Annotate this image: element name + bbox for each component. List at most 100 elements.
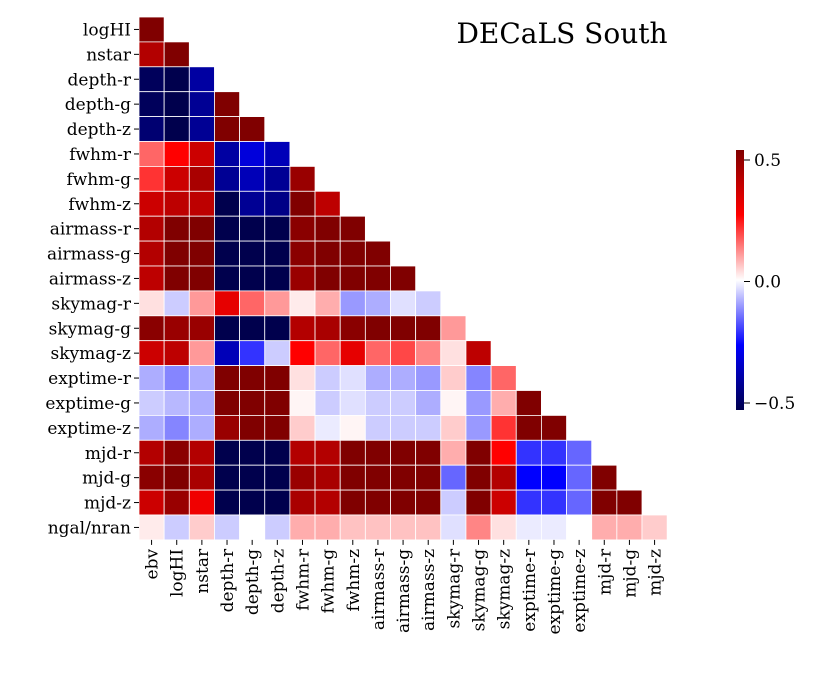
heatmap-cell-mjd-z-airmass-g [390,489,417,516]
heatmap-cell-mjd-r-nstar [188,439,215,466]
heatmap-cell-exptime-g-depth-g [239,390,266,416]
heatmap-cell-ngal/nran-fwhm-r [289,514,316,541]
heatmap-cell-exptime-r-depth-z [264,365,291,391]
heatmap-cell-airmass-r-fwhm-g [314,215,341,242]
heatmap-cell-ngal/nran-fwhm-g [314,514,341,541]
heatmap-cell-mjd-g-airmass-r [364,464,391,491]
heatmap-cell-exptime-r-airmass-g [390,365,417,391]
heatmap-cell-fwhm-z-fwhm-g [314,190,341,217]
heatmap-cell-ngal/nran-airmass-g [390,514,417,541]
heatmap-cell-skymag-g-airmass-z [415,315,442,342]
heatmap-cell-mjd-g-mjd-r [591,464,618,491]
heatmap-cell-mjd-g-airmass-g [390,464,417,491]
heatmap-cell-fwhm-g-depth-r [214,165,240,192]
heatmap-cell-mjd-z-skymag-g [465,489,492,516]
heatmap-cell-mjd-r-ebv [138,439,165,466]
heatmap-cell-fwhm-r-nstar [188,141,215,167]
heatmap-cell-depth-r-logHI [163,66,190,93]
heatmap-cell-skymag-r-airmass-r [364,290,391,317]
heatmap-cell-exptime-r-airmass-r [364,365,391,391]
heatmap-cell-depth-g-nstar [188,91,215,117]
colorbar-gradient [736,150,744,410]
heatmap-cell-airmass-g-fwhm-g [314,240,341,267]
y-tick-label: depth-z [67,120,131,140]
heatmap-cell-exptime-g-airmass-g [390,390,417,416]
heatmap-cell-airmass-z-depth-z [264,265,291,292]
heatmap-cell-exptime-r-skymag-z [490,365,517,391]
x-tick-label: fwhm-g [319,549,339,614]
y-tick-label: skymag-z [51,344,132,364]
heatmap-cell-ngal/nran-mjd-r [591,514,618,541]
y-tick-label: exptime-z [47,419,131,439]
heatmap-cell-skymag-g-depth-r [214,315,240,342]
colorbar: 0.5 0.0 −0.5 [736,150,795,414]
heatmap-cell-skymag-z-depth-g [239,340,266,367]
heatmap-cell-mjd-r-depth-g [239,439,266,466]
heatmap-cell-exptime-g-airmass-z [415,390,442,416]
y-tick-label: depth-g [65,95,131,115]
y-tick-label: exptime-r [48,369,132,389]
y-tick-label: mjd-z [84,494,131,514]
x-tick-label: nstar [193,548,213,594]
heatmap-cell-mjd-g-skymag-z [490,464,517,491]
heatmap-cell-mjd-g-exptime-r [515,464,542,491]
heatmap-cell-depth-r-nstar [188,66,215,93]
heatmap-cell-airmass-z-airmass-r [364,265,391,292]
heatmap-cell-skymag-z-fwhm-z [339,340,366,367]
heatmap-cell-exptime-r-ebv [138,365,165,391]
heatmap-cell-mjd-r-exptime-z [566,439,593,466]
heatmap-cell-mjd-r-airmass-z [415,439,442,466]
heatmap-cell-mjd-r-airmass-r [364,439,391,466]
y-axis-labels: logHI nstar depth-r depth-g depth-z fwhm-r fwh… [45,20,139,538]
y-tick-label: fwhm-z [68,195,131,215]
heatmap-cell-mjd-g-depth-r [214,464,240,491]
heatmap-cell-mjd-z-ebv [138,489,165,516]
heatmap-cell-exptime-r-fwhm-g [314,365,341,391]
heatmap-cell-ngal/nran-exptime-r [515,514,542,541]
heatmap-cell-mjd-g-skymag-g [465,464,492,491]
heatmap-cell-exptime-g-nstar [188,390,215,416]
heatmap-cell-fwhm-z-logHI [163,190,190,217]
x-tick-label: airmass-z [419,549,439,631]
heatmap-cell-exptime-r-depth-g [239,365,266,391]
heatmap-cell-fwhm-z-depth-g [239,190,266,217]
heatmap-cell-mjd-g-fwhm-z [339,464,366,491]
heatmap-cell-skymag-g-depth-g [239,315,266,342]
x-tick-label: mjd-r [595,548,615,595]
heatmap-cell-exptime-z-skymag-r [440,414,467,441]
heatmap-cell-depth-z-ebv [138,116,165,142]
heatmap-cell-airmass-g-fwhm-z [339,240,366,267]
heatmap-cell-airmass-g-depth-r [214,240,240,267]
chart-title: DECaLS South [456,17,667,50]
x-tick-label: fwhm-r [293,548,313,611]
heatmap-cell-depth-z-nstar [188,116,215,142]
heatmap-cell-exptime-r-skymag-g [465,365,492,391]
heatmap-cell-ngal/nran-airmass-z [415,514,442,541]
heatmap-cell-mjd-z-exptime-z [566,489,593,516]
heatmap-cell-skymag-z-skymag-r [440,340,467,367]
heatmap-cell-fwhm-r-depth-z [264,141,291,167]
heatmap-cell-exptime-r-fwhm-z [339,365,366,391]
heatmap-cell-airmass-z-fwhm-z [339,265,366,292]
heatmap-cell-exptime-g-skymag-g [465,390,492,416]
heatmap-cell-fwhm-g-logHI [163,165,190,192]
heatmap-cell-exptime-g-fwhm-g [314,390,341,416]
y-tick-label: airmass-g [47,245,131,265]
heatmap-cell-mjd-r-fwhm-g [314,439,341,466]
y-tick-label: logHI [83,20,131,40]
x-tick-label: skymag-z [495,549,515,630]
heatmap-cell-skymag-z-airmass-z [415,340,442,367]
heatmap-cell-ngal/nran-mjd-g [616,514,643,541]
heatmap-cell-airmass-z-logHI [163,265,190,292]
heatmap-cell-skymag-r-depth-g [239,290,266,317]
heatmap-cell-airmass-r-fwhm-z [339,215,366,242]
heatmap-cell-exptime-r-nstar [188,365,215,391]
heatmap-cell-airmass-g-ebv [138,240,165,267]
heatmap-cell-airmass-z-depth-g [239,265,266,292]
heatmap-cell-exptime-g-ebv [138,390,165,416]
heatmap-cell-airmass-g-fwhm-r [289,240,316,267]
heatmap-cell-exptime-z-exptime-g [541,414,567,441]
y-tick-label: ngal/nran [48,518,131,538]
heatmap-cell-ngal/nran-depth-z [264,514,291,541]
y-tick-label: mjd-g [82,469,131,489]
